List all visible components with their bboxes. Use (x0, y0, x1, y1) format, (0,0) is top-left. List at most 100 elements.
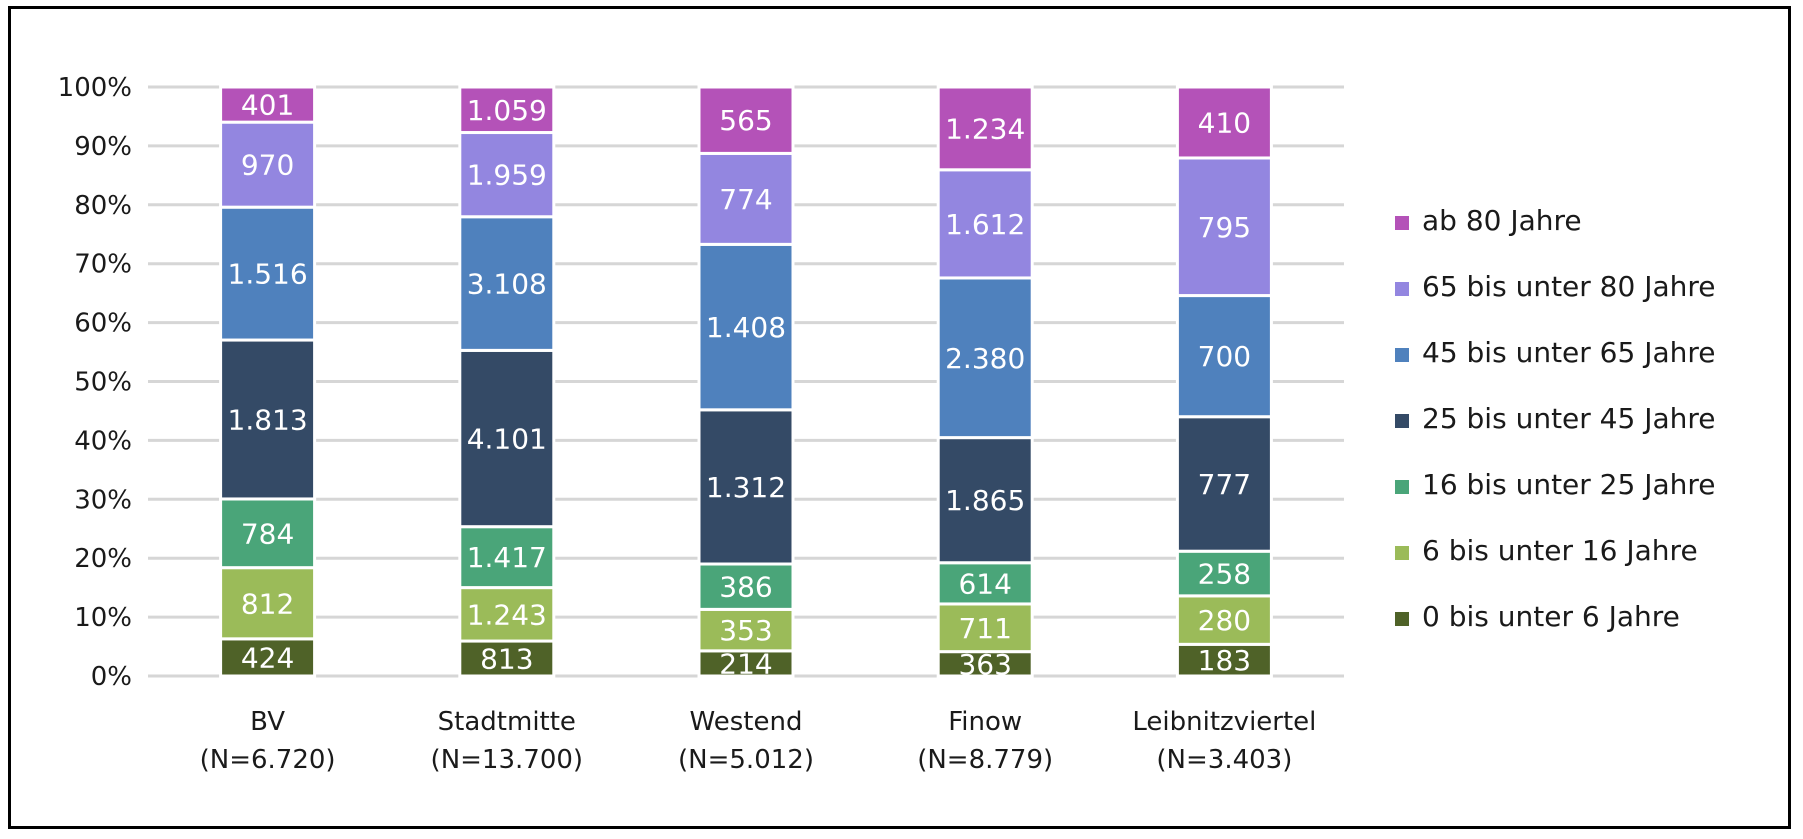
bar-segment (458, 131, 556, 219)
x-category-label: Finow (948, 707, 1022, 737)
data-label: 1.865 (945, 484, 1025, 517)
data-label: 3.108 (467, 268, 547, 301)
x-category-label: (N=13.700) (431, 745, 584, 775)
bar-segment (936, 436, 1034, 565)
bar-segment (697, 242, 795, 412)
legend-swatch (1395, 348, 1409, 362)
x-category-label: (N=5.012) (678, 745, 814, 775)
bar-segment (936, 602, 1034, 654)
bar-segment (936, 650, 1034, 678)
x-category-label: Leibnitzviertel (1132, 707, 1316, 737)
x-category-label: (N=8.779) (917, 745, 1053, 775)
data-label: 280 (1198, 604, 1251, 637)
y-tick-label: 70% (74, 250, 132, 280)
legend-swatch (1395, 282, 1409, 296)
data-label: 2.380 (945, 342, 1025, 375)
legend-swatch (1395, 612, 1409, 626)
data-label: 4.101 (467, 423, 547, 456)
data-label: 424 (241, 641, 294, 674)
y-axis-ticks: 0% 10% 20% 30% 40% 50% 60% 70% 80% 90% 100% (58, 73, 132, 692)
data-label: 401 (241, 89, 294, 122)
data-label: 1.417 (467, 541, 547, 574)
bar-segment (697, 649, 795, 678)
y-tick-label: 10% (74, 603, 132, 633)
data-label: 353 (719, 614, 772, 647)
bar-segment (219, 338, 317, 501)
data-label: 1.408 (706, 311, 786, 344)
data-label: 784 (241, 517, 294, 550)
y-tick-label: 90% (74, 132, 132, 162)
x-category-label: Westend (690, 707, 803, 737)
bar-segment (697, 151, 795, 246)
bar-segment (219, 497, 317, 570)
data-label: 258 (1198, 558, 1251, 591)
bar-segment (458, 348, 556, 529)
bar-segment (697, 408, 795, 566)
y-tick-label: 0% (91, 662, 132, 692)
bar-segment (936, 276, 1034, 440)
bar-segment (1175, 415, 1273, 553)
bar-segment (219, 85, 317, 124)
legend-swatch (1395, 216, 1409, 230)
data-label: 1.813 (228, 403, 308, 436)
bar-segment (219, 566, 317, 641)
data-label: 700 (1198, 340, 1251, 373)
legend-swatch (1395, 414, 1409, 428)
legend-swatch (1395, 546, 1409, 560)
x-axis-categories: BV (N=6.720) Stadtmitte (N=13.700) Westend (N… (200, 707, 1317, 775)
data-label: 183 (1198, 644, 1251, 677)
bar-segment (936, 85, 1034, 172)
bar-segment (936, 561, 1034, 606)
data-label: 795 (1198, 211, 1251, 244)
bar-segment (936, 168, 1034, 280)
y-tick-label: 60% (74, 309, 132, 339)
x-category-label: (N=3.403) (1156, 745, 1292, 775)
x-category-label: (N=6.720) (200, 745, 336, 775)
data-label: 812 (241, 587, 294, 620)
stacked-bar-chart: 0% 10% 20% 30% 40% 50% 60% 70% 80% 90% 100% 424 812… (58, 73, 1716, 775)
data-label: 1.059 (467, 94, 547, 127)
x-category-label: BV (250, 707, 285, 737)
data-label: 1.312 (706, 471, 786, 504)
legend: ab 80 Jahre 65 bis unter 80 Jahre 45 bis u… (1395, 204, 1716, 633)
chart-frame: 0% 10% 20% 30% 40% 50% 60% 70% 80% 90% 100% 424 812… (8, 6, 1791, 829)
x-category-label: Stadtmitte (438, 707, 576, 737)
data-label: 363 (958, 648, 1011, 681)
data-label: 1.612 (945, 208, 1025, 241)
legend-label: 16 bis unter 25 Jahre (1422, 468, 1716, 501)
legend-label: ab 80 Jahre (1422, 204, 1582, 237)
bar-segment (458, 85, 556, 135)
legend-label: 6 bis unter 16 Jahre (1422, 534, 1698, 567)
bar-segment (219, 205, 317, 342)
bar-segment (1175, 85, 1273, 160)
data-label: 813 (480, 643, 533, 676)
legend-swatch (1395, 480, 1409, 494)
data-label: 1.234 (945, 112, 1025, 145)
y-tick-label: 80% (74, 191, 132, 221)
bar-segment (458, 215, 556, 352)
legend-label: 65 bis unter 80 Jahre (1422, 270, 1716, 303)
data-label: 1.516 (228, 258, 308, 291)
data-label: 410 (1198, 106, 1251, 139)
data-label: 614 (958, 567, 1011, 600)
y-tick-label: 30% (74, 485, 132, 515)
bar-segment (219, 637, 317, 678)
data-label: 774 (719, 183, 772, 216)
data-label: 1.243 (467, 598, 547, 631)
legend-label: 25 bis unter 45 Jahre (1422, 402, 1716, 435)
data-label: 777 (1198, 468, 1251, 501)
data-label: 214 (719, 647, 772, 680)
data-label: 1.959 (467, 159, 547, 192)
data-label: 565 (719, 104, 772, 137)
data-label: 970 (241, 149, 294, 182)
y-tick-label: 100% (58, 73, 132, 103)
y-tick-label: 20% (74, 544, 132, 574)
bar-segment (458, 525, 556, 590)
legend-label: 0 bis unter 6 Jahre (1422, 600, 1680, 633)
y-tick-label: 40% (74, 426, 132, 456)
legend-label: 45 bis unter 65 Jahre (1422, 336, 1716, 369)
bars: 424 812 784 1.813 1.516 970 401 813 1.243 1.417 4.… (219, 85, 1273, 681)
y-tick-label: 50% (74, 368, 132, 398)
data-label: 386 (719, 571, 772, 604)
bar-segment (697, 607, 795, 653)
